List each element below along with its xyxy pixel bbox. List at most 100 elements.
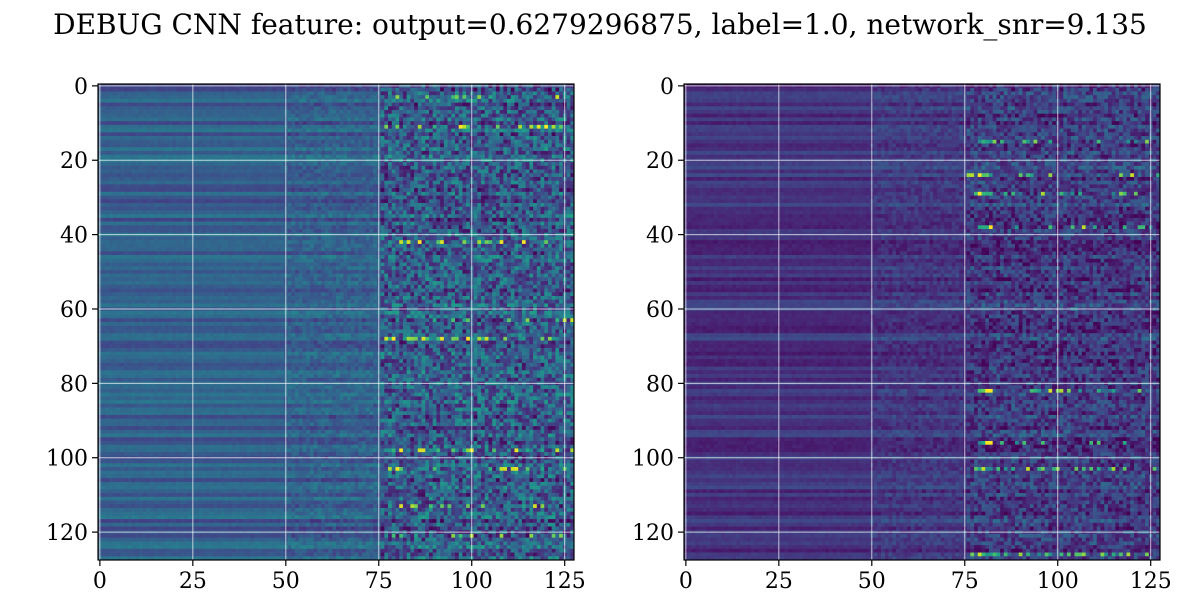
heatmap-cell [507,173,511,177]
heatmap-cell [358,203,362,207]
heatmap-cell [496,170,500,174]
heatmap-cell [202,121,206,125]
heatmap-cell [161,199,165,203]
heatmap-cell [358,106,362,110]
heatmap-cell [143,129,147,133]
heatmap-cell [172,88,176,92]
heatmap-cell [351,177,355,181]
heatmap-cell [325,136,329,140]
heatmap-cell [399,170,403,174]
heatmap-cell [184,225,188,229]
heatmap-cell [117,132,121,136]
heatmap-cell [180,117,184,121]
heatmap-cell [410,203,414,207]
heatmap-cell [407,144,411,148]
heatmap-cell [555,218,559,222]
heatmap-cell [109,225,113,229]
heatmap-cell [113,121,117,125]
heatmap-cell [403,218,407,222]
heatmap-cell [466,155,470,159]
heatmap-cell [488,91,492,95]
heatmap-cell [254,199,258,203]
heatmap-cell [262,110,266,114]
heatmap-cell [526,106,530,110]
heatmap-cell [217,188,221,192]
heatmap-cell [310,99,314,103]
heatmap-cell [325,218,329,222]
heatmap-cell [559,170,563,174]
heatmap-cell [161,106,165,110]
heatmap-cell [254,110,258,114]
heatmap-cell [124,203,128,207]
heatmap-cell [436,91,440,95]
heatmap-cell [236,110,240,114]
heatmap-cell [102,129,106,133]
heatmap-cell [440,199,444,203]
heatmap-cell [358,199,362,203]
heatmap-cell [243,99,247,103]
heatmap-cell [425,192,429,196]
heatmap-cell [113,99,117,103]
heatmap-cell [369,136,373,140]
heatmap-cell [288,95,292,99]
heatmap-cell [418,225,422,229]
heatmap-cell [559,136,563,140]
heatmap-cell [336,184,340,188]
heatmap-cell [358,136,362,140]
heatmap-cell [198,177,202,181]
heatmap-cell [277,88,281,92]
heatmap-cell [102,95,106,99]
heatmap-cell [321,218,325,222]
heatmap-cell [310,125,314,129]
heatmap-cell [102,225,106,229]
heatmap-cell [105,103,109,107]
heatmap-cell [567,129,571,133]
heatmap-cell [373,117,377,121]
heatmap-cell [332,136,336,140]
heatmap-cell [567,132,571,136]
heatmap-cell [329,162,333,166]
heatmap-cell [117,99,121,103]
heatmap-cell [548,203,552,207]
heatmap-cell [109,214,113,218]
heatmap-cell [548,114,552,118]
heatmap-cell [332,210,336,214]
heatmap-cell [265,155,269,159]
heatmap-cell [120,121,124,125]
heatmap-cell [154,99,158,103]
heatmap-cell [422,99,426,103]
heatmap-cell [288,196,292,200]
heatmap-cell [273,188,277,192]
heatmap-cell [544,214,548,218]
heatmap-cell [269,91,273,95]
heatmap-cell [347,192,351,196]
heatmap-cell [169,121,173,125]
heatmap-cell [154,166,158,170]
heatmap-cell [210,140,214,144]
heatmap-cell [444,88,448,92]
heatmap-cell [158,91,162,95]
heatmap-cell [213,210,217,214]
heatmap-cell [425,136,429,140]
heatmap-cell [180,151,184,155]
heatmap-cell [280,132,284,136]
heatmap-cell [407,166,411,170]
heatmap-cell [258,207,262,211]
heatmap-cell [161,140,165,144]
heatmap-cell [146,184,150,188]
heatmap-cell [518,173,522,177]
heatmap-cell [496,225,500,229]
heatmap-cell [488,125,492,129]
heatmap-cell [239,184,243,188]
heatmap-cell [150,129,154,133]
heatmap-cell [448,95,452,99]
heatmap-cell [247,199,251,203]
heatmap-cell [280,106,284,110]
heatmap-cell [250,188,254,192]
heatmap-cell [358,117,362,121]
heatmap-cell [444,155,448,159]
heatmap-cell [392,188,396,192]
heatmap-cell [217,117,221,121]
heatmap-cell [552,177,556,181]
heatmap-cell [492,114,496,118]
